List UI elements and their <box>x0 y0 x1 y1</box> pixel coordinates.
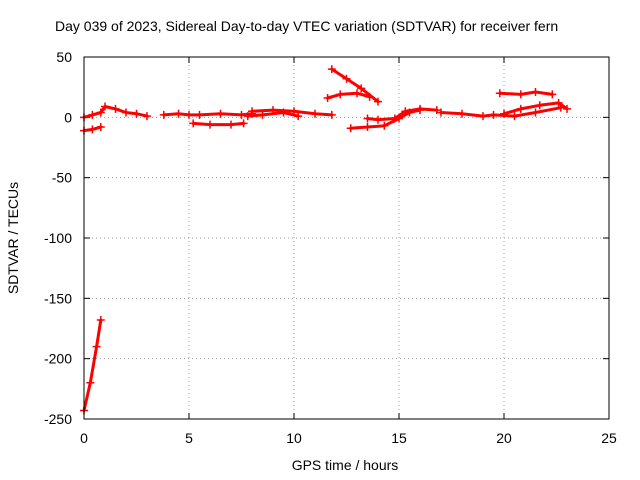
data-point <box>554 98 563 107</box>
data-point <box>489 110 498 119</box>
data-point <box>327 110 336 119</box>
y-tick-label: 50 <box>56 49 72 65</box>
x-tick-label: 5 <box>185 430 193 446</box>
data-point <box>239 119 248 128</box>
data-point <box>96 316 105 325</box>
series-line <box>246 111 300 118</box>
data-point <box>96 122 105 131</box>
series-line <box>330 67 380 104</box>
data-point <box>531 108 540 117</box>
data-point <box>353 89 361 98</box>
data-point <box>189 119 198 128</box>
data-point <box>516 90 525 99</box>
series-arc-11 <box>363 104 441 124</box>
data-point <box>346 124 355 133</box>
data-point <box>88 125 97 134</box>
data-point <box>500 109 508 118</box>
x-tick-label: 20 <box>496 430 512 446</box>
data-point <box>185 110 193 119</box>
data-point <box>237 110 246 119</box>
data-point <box>122 108 130 117</box>
data-point <box>535 101 544 110</box>
y-tick-label: -200 <box>44 351 72 367</box>
data-point <box>258 110 267 119</box>
data-point <box>432 106 441 115</box>
data-point <box>548 90 557 99</box>
data-point <box>437 108 445 117</box>
y-axis-label: SDTVAR / TECUs <box>5 182 21 294</box>
y-tick-label: -50 <box>52 170 72 186</box>
data-point <box>159 110 168 119</box>
series-arc-12 <box>437 103 565 121</box>
x-tick-label: 10 <box>286 430 302 446</box>
data-point <box>216 109 225 118</box>
data-point <box>327 65 336 74</box>
data-point <box>563 104 571 113</box>
series-arc-14 <box>500 98 571 118</box>
data-point <box>401 107 410 116</box>
x-tick-label: 0 <box>80 430 88 446</box>
data-series <box>80 65 571 415</box>
data-point <box>510 112 519 121</box>
data-point <box>374 97 382 106</box>
data-point <box>101 102 109 111</box>
series-line <box>326 91 372 100</box>
data-point <box>243 112 252 121</box>
data-point <box>374 115 382 124</box>
series-arc-05 <box>189 119 248 129</box>
y-tick-label: -100 <box>44 230 72 246</box>
series-arc-06 <box>248 106 336 119</box>
data-point <box>458 109 466 118</box>
data-point <box>294 112 303 121</box>
series-arc-04 <box>159 109 256 119</box>
series-arc-03 <box>80 102 151 122</box>
series-arc-07 <box>243 108 303 121</box>
series-line <box>439 106 563 118</box>
data-point <box>174 109 183 118</box>
data-point <box>380 121 389 130</box>
data-point <box>143 112 151 121</box>
x-axis-label: GPS time / hours <box>292 457 399 473</box>
data-point <box>390 114 399 123</box>
data-point <box>86 378 95 387</box>
data-point <box>206 120 214 129</box>
data-point <box>479 112 487 121</box>
data-point <box>357 84 366 93</box>
data-point <box>495 89 504 98</box>
data-point <box>363 122 372 131</box>
data-point <box>336 90 345 99</box>
data-point <box>227 120 235 129</box>
x-tick-label: 25 <box>601 430 617 446</box>
axes: 0 5 10 15 20 25 -250 -200 -150 -100 -50 0 50 <box>44 49 617 446</box>
data-point <box>88 110 97 119</box>
data-point <box>92 342 101 351</box>
data-point <box>416 104 424 113</box>
x-tick-label: 15 <box>391 430 407 446</box>
data-point <box>311 109 319 118</box>
y-tick-label: -250 <box>44 411 72 427</box>
chart-title: Day 039 of 2023, Sidereal Day-to-day VTE… <box>55 18 558 34</box>
data-point <box>323 94 332 103</box>
plot-frame <box>83 56 610 420</box>
data-point <box>279 108 288 117</box>
data-point <box>342 74 351 83</box>
data-point <box>195 110 204 119</box>
grid <box>84 57 609 419</box>
series-arc-09 <box>327 65 382 106</box>
data-point <box>363 114 372 123</box>
data-point <box>111 104 120 113</box>
series-line <box>191 121 246 127</box>
data-point <box>96 108 105 117</box>
series-arc-13 <box>495 87 557 99</box>
data-point <box>248 107 256 116</box>
series-line <box>498 90 554 96</box>
y-tick-label: -150 <box>44 290 72 306</box>
data-point <box>531 87 540 96</box>
series-line <box>82 318 103 413</box>
data-point <box>516 104 525 113</box>
y-tick-label: 0 <box>64 109 72 125</box>
data-point <box>132 109 141 118</box>
